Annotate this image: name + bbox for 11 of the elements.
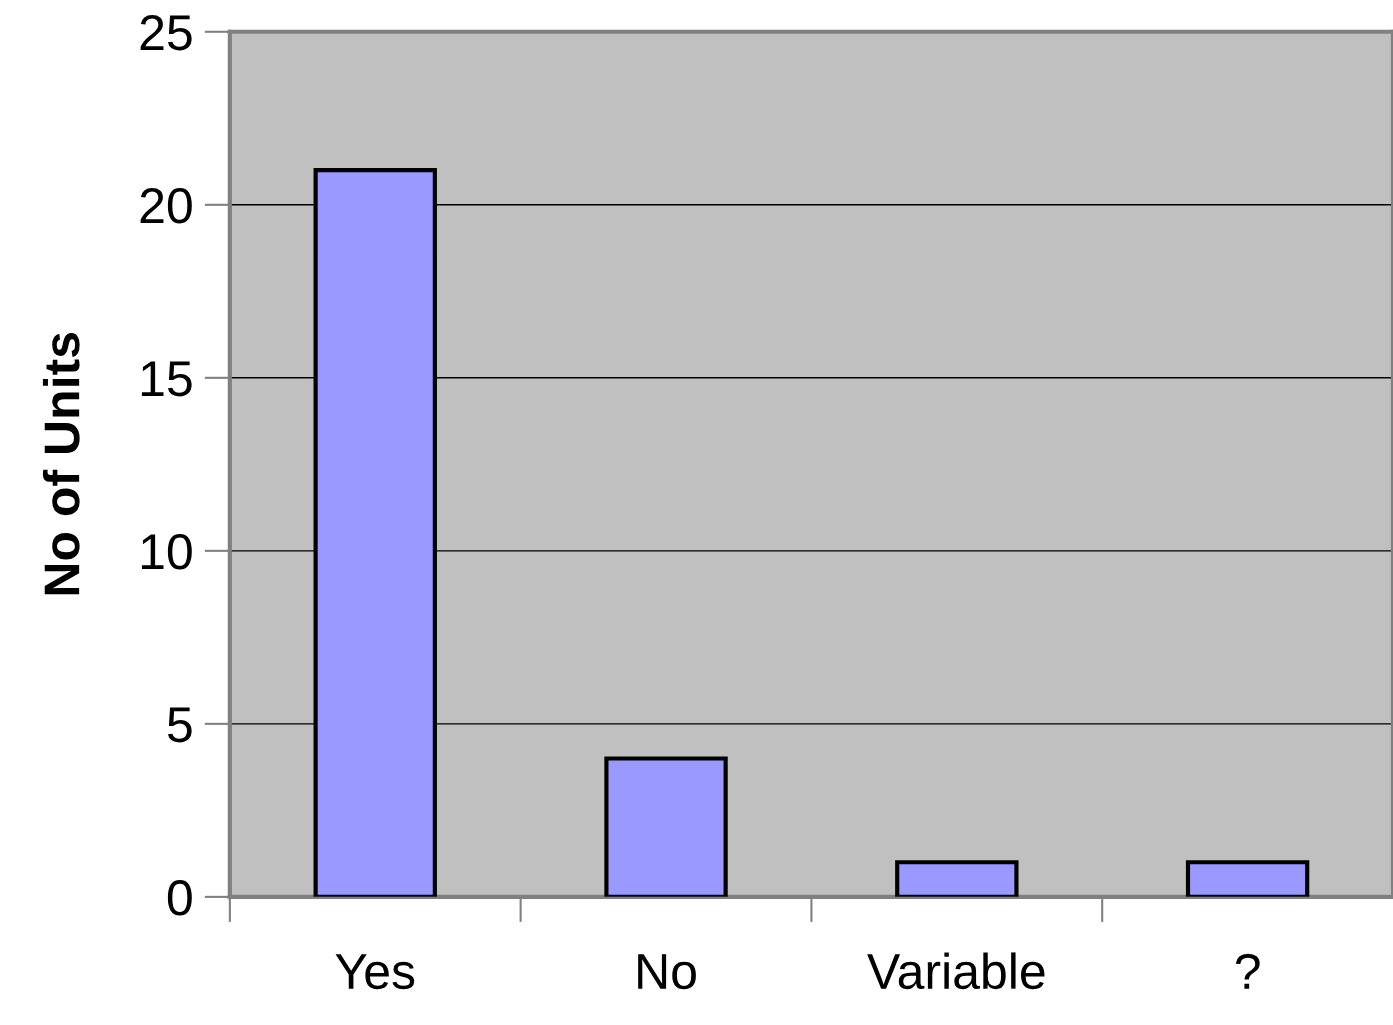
y-tick-label: 25 <box>140 14 192 51</box>
y-tick-label: 15 <box>141 361 192 397</box>
x-tick-label: Variable <box>867 952 1045 990</box>
x-tick-label: No <box>638 954 696 990</box>
y-axis-title: No of Units <box>42 333 80 595</box>
y-tick-label: 10 <box>141 534 192 570</box>
y-tick-label: 5 <box>167 707 192 743</box>
y-tick-label: 20 <box>140 188 192 224</box>
x-tick-label: Yes <box>335 954 415 990</box>
y-tick-label: 0 <box>167 880 192 916</box>
x-tick-label: ? <box>1235 953 1260 989</box>
